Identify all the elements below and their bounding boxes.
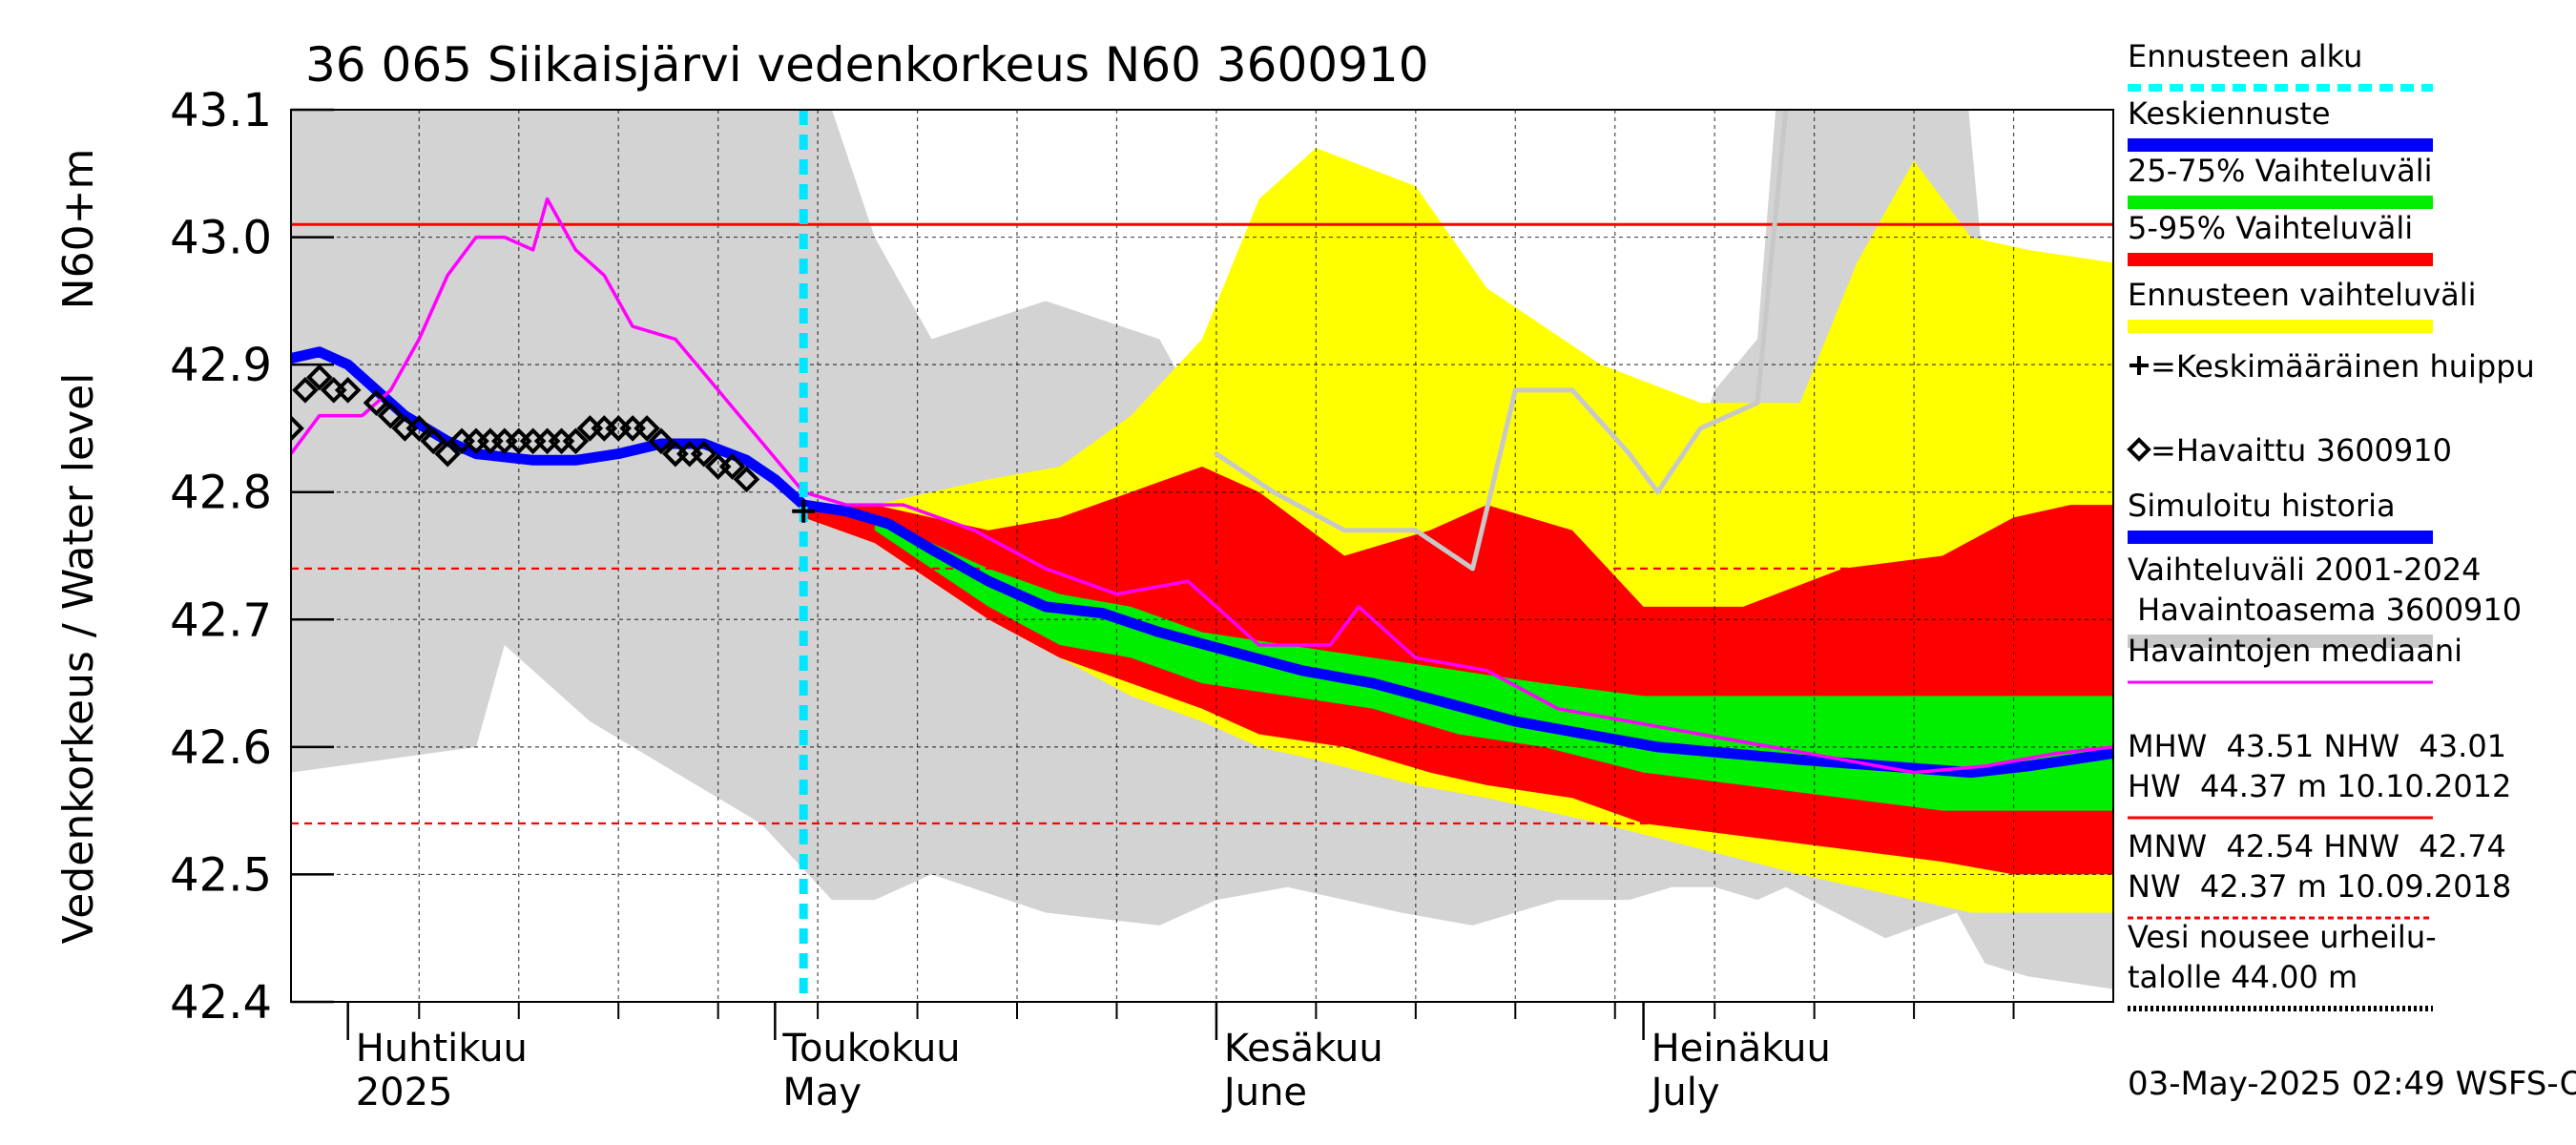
- observed-point: [562, 427, 590, 455]
- month-label: Toukokuu: [781, 1027, 960, 1071]
- y-tick-label: 43.0: [170, 212, 272, 265]
- observed-point: [733, 466, 760, 493]
- observed-point: [690, 440, 717, 468]
- month-sublabel: 2025: [356, 1071, 453, 1114]
- observed-point: [306, 364, 333, 391]
- legend-label: Simuloitu historia: [2128, 488, 2396, 524]
- legend-label: Ennusteen alku: [2128, 38, 2362, 74]
- y-tick-label: 42.7: [170, 593, 272, 647]
- legend-label: HW 44.37 m 10.10.2012: [2128, 768, 2511, 804]
- plot-frame: [290, 109, 2114, 1003]
- legend-label: Vesi nousee urheilu-: [2128, 919, 2437, 955]
- legend-diamond-icon: [2127, 437, 2151, 462]
- observed-point: [405, 415, 433, 442]
- observed-median-line: [291, 197, 2113, 775]
- legend-label: MNW 42.54 HNW 42.74: [2128, 828, 2506, 864]
- legend-label: Ennusteen vaihteluväli: [2128, 277, 2477, 313]
- observed-point: [291, 415, 304, 442]
- month-sublabel: July: [1649, 1071, 1720, 1114]
- legend-plus-icon: [2129, 356, 2149, 375]
- y-tick-label: 42.4: [170, 976, 272, 1030]
- timestamp-label: 03-May-2025 02:49 WSFS-O: [2128, 1065, 2576, 1103]
- legend-label: talolle 44.00 m: [2128, 959, 2358, 995]
- axes: 42.4 42.5 42.6 42.7 42.8 42.9 43.0 43.1 Huhtikuu…: [170, 84, 2114, 1114]
- y-tick-label: 43.1: [170, 84, 272, 137]
- observed-point: [420, 427, 447, 455]
- month-label: Kesäkuu: [1224, 1027, 1383, 1071]
- simulated-history-line: [1214, 110, 1789, 572]
- band-25-75: [874, 517, 2113, 811]
- month-label: Heinäkuu: [1652, 1027, 1831, 1071]
- legend-label: Havaintojen mediaani: [2128, 633, 2462, 669]
- legend-label: =Keskimääräinen huippu: [2150, 348, 2535, 385]
- observed-point: [292, 377, 319, 404]
- observed-point: [363, 389, 390, 417]
- y-tick-label: 42.6: [170, 721, 272, 775]
- observed-point: [434, 440, 461, 468]
- legend-label: Vaihteluväli 2001-2024: [2128, 552, 2482, 588]
- month-sublabel: May: [782, 1071, 862, 1114]
- observed-point: [634, 415, 660, 442]
- legend-label: MHW 43.51 NHW 43.01: [2128, 728, 2506, 764]
- month-sublabel: June: [1221, 1071, 1307, 1114]
- legend-label: 5-95% Vaihteluväli: [2128, 210, 2413, 246]
- y-tick-label: 42.9: [170, 339, 272, 392]
- legend-label: 25-75% Vaihteluväli: [2128, 153, 2432, 189]
- month-label: Huhtikuu: [356, 1027, 528, 1071]
- mean-forecast-line: [291, 346, 2113, 779]
- observed-point: [334, 377, 362, 404]
- legend: Ennusteen alku Keskiennuste 25-75% Vaihtel…: [2127, 38, 2535, 1011]
- y-axis-label: Vedenkorkeus / Water level: [54, 373, 103, 945]
- legend-label: =Havaittu 3600910: [2150, 432, 2452, 468]
- y-tick-label: 42.5: [170, 848, 272, 902]
- legend-label: Keskiennuste: [2128, 95, 2331, 132]
- observed-point: [718, 453, 746, 480]
- y-tick-label: 42.8: [170, 467, 272, 520]
- mean-peak-marker: [792, 499, 816, 523]
- y-axis-unit-label: N60+m: [54, 149, 103, 310]
- observed-point: [648, 427, 675, 455]
- chart-title: 36 065 Siikaisjärvi vedenkorkeus N60 360…: [305, 37, 1429, 93]
- observed-point: [377, 402, 405, 429]
- legend-label: NW 42.37 m 10.09.2018: [2128, 868, 2511, 905]
- plot-area: [291, 110, 2113, 1002]
- legend-label: Havaintoasema 3600910: [2128, 592, 2522, 628]
